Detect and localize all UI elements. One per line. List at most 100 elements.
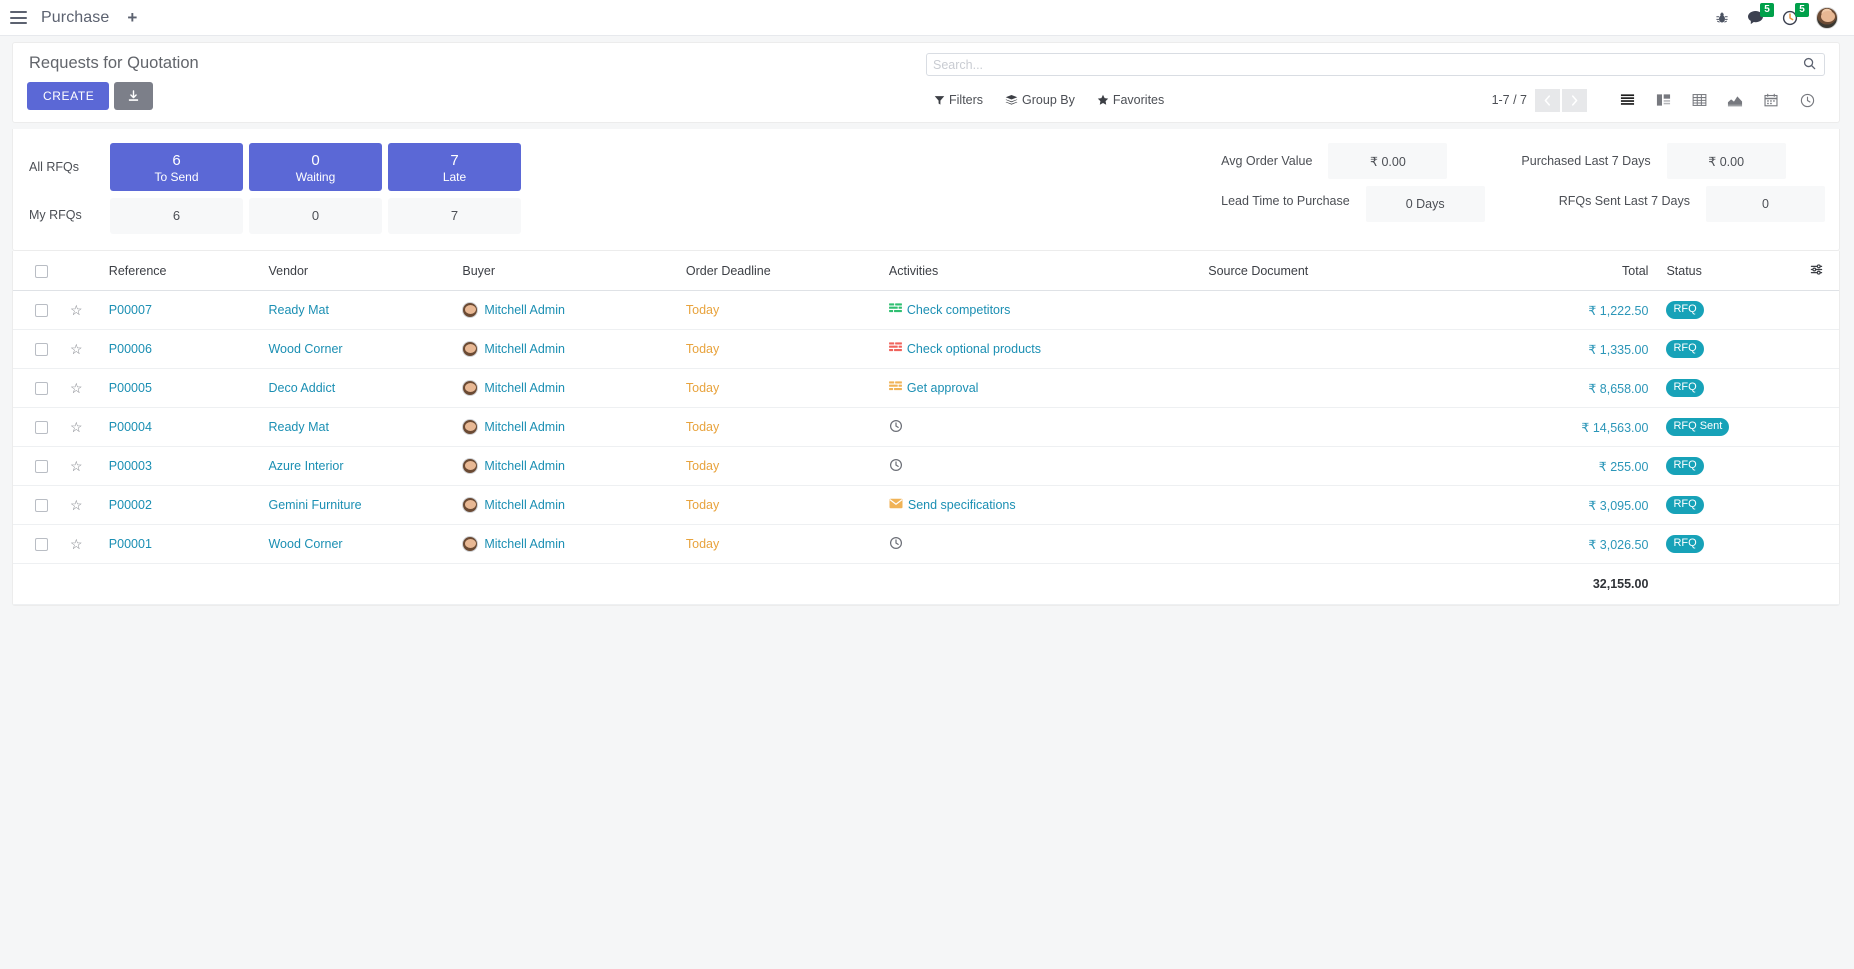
row-select-cell[interactable] [13, 368, 63, 408]
buyer-name[interactable]: Mitchell Admin [484, 303, 565, 317]
select-all-checkbox[interactable] [35, 264, 48, 278]
header-order-deadline[interactable]: Order Deadline [677, 251, 881, 291]
reference-link[interactable]: P00007 [108, 303, 152, 317]
row-activity-cell[interactable] [880, 407, 1201, 447]
row-status-cell[interactable]: RFQ [1656, 524, 1794, 564]
row-star-cell[interactable]: ☆ [62, 485, 101, 525]
view-graph-button[interactable] [1717, 88, 1753, 112]
row-total-cell[interactable]: ₹ 3,095.00 [1519, 485, 1657, 525]
row-activity-cell[interactable] [880, 524, 1201, 564]
buyer-name[interactable]: Mitchell Admin [484, 420, 565, 434]
row-checkbox[interactable] [35, 381, 48, 395]
row-total-cell[interactable]: ₹ 1,335.00 [1519, 329, 1657, 369]
activity-label[interactable]: Check competitors [906, 303, 1011, 317]
activity-wrapper[interactable]: Check competitors [888, 303, 1192, 317]
search-icon[interactable] [1803, 57, 1816, 73]
tile-to-send[interactable]: 6 To Send [110, 143, 243, 191]
buyer-name[interactable]: Mitchell Admin [484, 459, 565, 473]
pager-previous-button[interactable] [1535, 88, 1560, 112]
row-select-cell[interactable] [13, 290, 63, 330]
column-options-icon[interactable] [1810, 264, 1823, 279]
activity-wrapper[interactable] [889, 419, 1192, 436]
row-checkbox[interactable] [35, 342, 48, 356]
row-reference-cell[interactable]: P00005 [100, 368, 261, 408]
row-checkbox[interactable] [35, 498, 48, 512]
row-buyer-cell[interactable]: Mitchell Admin [454, 407, 678, 447]
clock-icon[interactable] [889, 419, 903, 436]
view-activity-button[interactable] [1789, 88, 1825, 112]
row-select-cell[interactable] [13, 407, 63, 447]
table-row[interactable]: ☆ P00003 Azure Interior Mitchell Admin T… [13, 446, 1839, 486]
activity-wrapper[interactable]: Send specifications [889, 498, 1192, 512]
row-source-cell[interactable] [1200, 368, 1520, 408]
burger-icon[interactable] [10, 11, 27, 24]
star-icon[interactable]: ☆ [70, 301, 83, 318]
header-buyer[interactable]: Buyer [454, 251, 678, 291]
row-activity-cell[interactable]: Send specifications [880, 485, 1201, 525]
table-row[interactable]: ☆ P00001 Wood Corner Mitchell Admin Toda… [13, 524, 1839, 564]
bug-icon[interactable] [1715, 11, 1729, 25]
header-activities[interactable]: Activities [880, 251, 1201, 291]
activity-wrapper[interactable]: Check optional products [888, 342, 1192, 356]
row-source-cell[interactable] [1200, 524, 1520, 564]
activity-wrapper[interactable] [889, 536, 1192, 553]
vendor-link[interactable]: Ready Mat [268, 420, 329, 434]
activity-wrapper[interactable] [889, 458, 1192, 475]
row-status-cell[interactable]: RFQ [1656, 290, 1794, 330]
row-vendor-cell[interactable]: Azure Interior [260, 446, 455, 486]
table-row[interactable]: ☆ P00006 Wood Corner Mitchell Admin Toda… [13, 329, 1839, 369]
row-source-cell[interactable] [1200, 446, 1520, 486]
row-buyer-cell[interactable]: Mitchell Admin [454, 290, 678, 330]
clock-icon[interactable] [889, 458, 903, 475]
row-total-cell[interactable]: ₹ 1,222.50 [1519, 290, 1657, 330]
row-activity-cell[interactable]: Check competitors [880, 290, 1201, 330]
activity-label[interactable]: Get approval [906, 381, 979, 395]
import-button[interactable] [114, 82, 154, 110]
buyer-name[interactable]: Mitchell Admin [484, 498, 565, 512]
header-reference[interactable]: Reference [100, 251, 261, 291]
new-tab-button[interactable]: + [127, 8, 138, 27]
row-reference-cell[interactable]: P00006 [100, 329, 261, 369]
star-icon[interactable]: ☆ [70, 418, 83, 435]
reference-link[interactable]: P00004 [108, 420, 152, 434]
row-source-cell[interactable] [1200, 290, 1520, 330]
app-name[interactable]: Purchase [41, 8, 110, 26]
row-deadline-cell[interactable]: Today [677, 329, 881, 369]
row-status-cell[interactable]: RFQ [1656, 485, 1794, 525]
clock-icon[interactable] [889, 536, 903, 553]
row-checkbox[interactable] [35, 459, 48, 473]
buyer-name[interactable]: Mitchell Admin [484, 537, 565, 551]
row-source-cell[interactable] [1200, 485, 1520, 525]
avatar[interactable] [1816, 6, 1838, 29]
buyer-name[interactable]: Mitchell Admin [484, 342, 565, 356]
row-vendor-cell[interactable]: Wood Corner [260, 524, 455, 564]
row-total-cell[interactable]: ₹ 3,026.50 [1519, 524, 1657, 564]
activity-label[interactable]: Send specifications [907, 498, 1016, 512]
vendor-link[interactable]: Deco Addict [268, 381, 336, 395]
buyer-name[interactable]: Mitchell Admin [484, 381, 565, 395]
create-button[interactable]: CREATE [27, 82, 110, 110]
activity-label[interactable]: Check optional products [906, 342, 1041, 356]
row-deadline-cell[interactable]: Today [677, 407, 881, 447]
vendor-link[interactable]: Wood Corner [268, 537, 343, 551]
activity-wrapper[interactable]: Get approval [888, 381, 1192, 395]
search-bar[interactable] [926, 53, 1825, 76]
search-input[interactable] [933, 57, 1803, 72]
row-total-cell[interactable]: ₹ 14,563.00 [1519, 407, 1657, 447]
row-star-cell[interactable]: ☆ [62, 446, 101, 486]
row-activity-cell[interactable]: Get approval [880, 368, 1201, 408]
row-reference-cell[interactable]: P00001 [100, 524, 261, 564]
row-vendor-cell[interactable]: Ready Mat [260, 290, 455, 330]
row-checkbox[interactable] [35, 303, 48, 317]
header-vendor[interactable]: Vendor [260, 251, 455, 291]
row-deadline-cell[interactable]: Today [677, 368, 881, 408]
pager-next-button[interactable] [1562, 88, 1587, 112]
row-vendor-cell[interactable]: Ready Mat [260, 407, 455, 447]
row-checkbox[interactable] [35, 420, 48, 434]
row-deadline-cell[interactable]: Today [677, 290, 881, 330]
task-icon[interactable] [888, 381, 902, 395]
row-activity-cell[interactable] [880, 446, 1201, 486]
star-icon[interactable]: ☆ [70, 379, 83, 396]
header-status[interactable]: Status [1656, 251, 1794, 291]
star-icon[interactable]: ☆ [70, 340, 83, 357]
